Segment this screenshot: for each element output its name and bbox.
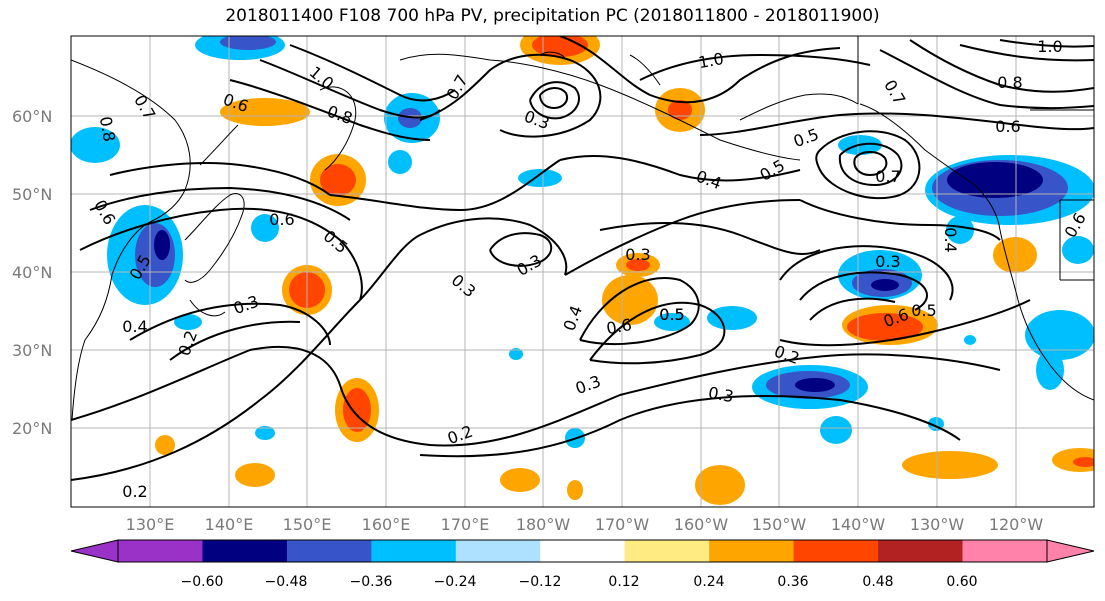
contour-label: 0.3 (448, 270, 480, 301)
colorbar-swatch (118, 540, 203, 562)
colorbar-extend-high (1046, 539, 1095, 563)
colorbar-swatch (878, 540, 963, 562)
lon-label-140w: 140°W (831, 515, 886, 534)
contour-label: 0.2 (122, 482, 147, 501)
contour-label: 0.7 (130, 91, 159, 123)
contour-label: 0.8 (325, 102, 355, 129)
contour-label: 0.5 (320, 226, 352, 257)
colorbar-tick-label: 0.60 (946, 574, 977, 590)
contour-label: 0.3 (625, 245, 650, 264)
contour-label: 1.0 (697, 49, 725, 72)
colorbar (70, 539, 1095, 563)
lon-label-180w: 180°W (516, 515, 571, 534)
contour-label: 0.5 (791, 125, 821, 152)
contour-label: 0.2 (175, 328, 202, 358)
map-title: 2018011400 F108 700 hPa PV, precipitatio… (225, 6, 880, 26)
contour-label: 0.6 (269, 210, 294, 229)
colorbar-swatch (540, 540, 626, 562)
colorbar-swatch (793, 540, 879, 562)
contour-label: 0.2 (772, 342, 802, 369)
latitude-labels: 20°N 30°N 40°N 50°N 60°N (12, 107, 52, 438)
contour-label: 0.3 (573, 372, 603, 399)
colorbar-tick-label: 0.12 (608, 574, 639, 590)
lon-label-150e: 150°E (283, 515, 332, 534)
colorbar-tick-label: 0.24 (693, 574, 724, 590)
lon-label-170w: 170°W (595, 515, 650, 534)
lon-label-160e: 160°E (362, 515, 411, 534)
colorbar-tick-labels: −0.60 −0.48 −0.36 −0.24 −0.12 0.12 0.24 … (181, 574, 978, 590)
contour-label: 0.3 (513, 251, 545, 280)
contour-label: 0.4 (560, 303, 587, 333)
colorbar-swatch (455, 540, 541, 562)
colorbar-tick-label: −0.48 (265, 574, 308, 590)
contour-label: 0.4 (941, 227, 960, 252)
contour-label: 0.6 (995, 117, 1020, 136)
lon-label-120w: 120°W (989, 515, 1044, 534)
lon-label-150w: 150°W (752, 515, 807, 534)
colorbar-swatch (371, 540, 457, 562)
lat-label-20n: 20°N (12, 419, 52, 438)
contour-label: 0.4 (122, 317, 147, 336)
colorbar-swatch (286, 540, 372, 562)
lat-label-60n: 60°N (12, 107, 52, 126)
colorbar-tick-label: −0.60 (181, 574, 224, 590)
lon-label-170e: 170°E (441, 515, 490, 534)
colorbar-swatch (709, 540, 795, 562)
contour-label: 0.6 (605, 315, 633, 338)
contour-labels: 0.70.80.61.00.80.70.31.01.00.80.60.70.50… (90, 37, 1090, 501)
colorbar-tick-label: −0.24 (434, 574, 477, 590)
colorbar-tick-label: −0.36 (350, 574, 393, 590)
lon-label-160w: 160°W (674, 515, 729, 534)
contour-label: 0.5 (659, 305, 684, 324)
contour-label: 0.5 (911, 301, 936, 320)
contour-label: 0.7 (875, 167, 900, 186)
contour-label: 0.8 (997, 73, 1022, 92)
colorbar-extend-low (70, 539, 119, 563)
map-frame (70, 35, 1095, 508)
contour-label: 0.3 (522, 107, 552, 134)
colorbar-tick-label: 0.48 (862, 574, 893, 590)
contour-label: 0.3 (707, 383, 735, 406)
contour-label: 0.3 (875, 252, 900, 271)
colorbar-swatch (202, 540, 288, 562)
coastlines (71, 36, 1094, 421)
colorbar-frame (117, 539, 1048, 563)
contour-label: 0.8 (96, 115, 119, 143)
longitude-labels: 130°E 140°E 150°E 160°E 170°E 180°W 170°… (126, 515, 1044, 534)
contour-label: 0.3 (231, 292, 261, 319)
contour-label: 1.0 (306, 62, 338, 93)
contour-label: 0.5 (756, 156, 788, 185)
lat-label-50n: 50°N (12, 185, 52, 204)
colorbar-swatch (624, 540, 710, 562)
colorbar-tick-label: 0.36 (777, 574, 808, 590)
lat-label-30n: 30°N (12, 341, 52, 360)
lat-label-40n: 40°N (12, 263, 52, 282)
contour-label: 0.7 (443, 71, 472, 103)
lon-label-140e: 140°E (205, 515, 254, 534)
colorbar-swatch (962, 540, 1048, 562)
pv-contours (71, 36, 1094, 481)
contour-label: 1.0 (1037, 37, 1062, 56)
contour-label: 0.4 (694, 167, 724, 194)
lon-label-130e: 130°E (126, 515, 175, 534)
contour-label: 0.5 (659, 305, 684, 324)
lon-label-130w: 130°W (910, 515, 965, 534)
contour-label: 0.7 (880, 76, 909, 108)
map-gridlines (71, 36, 1094, 507)
colorbar-tick-label: −0.12 (519, 574, 562, 590)
